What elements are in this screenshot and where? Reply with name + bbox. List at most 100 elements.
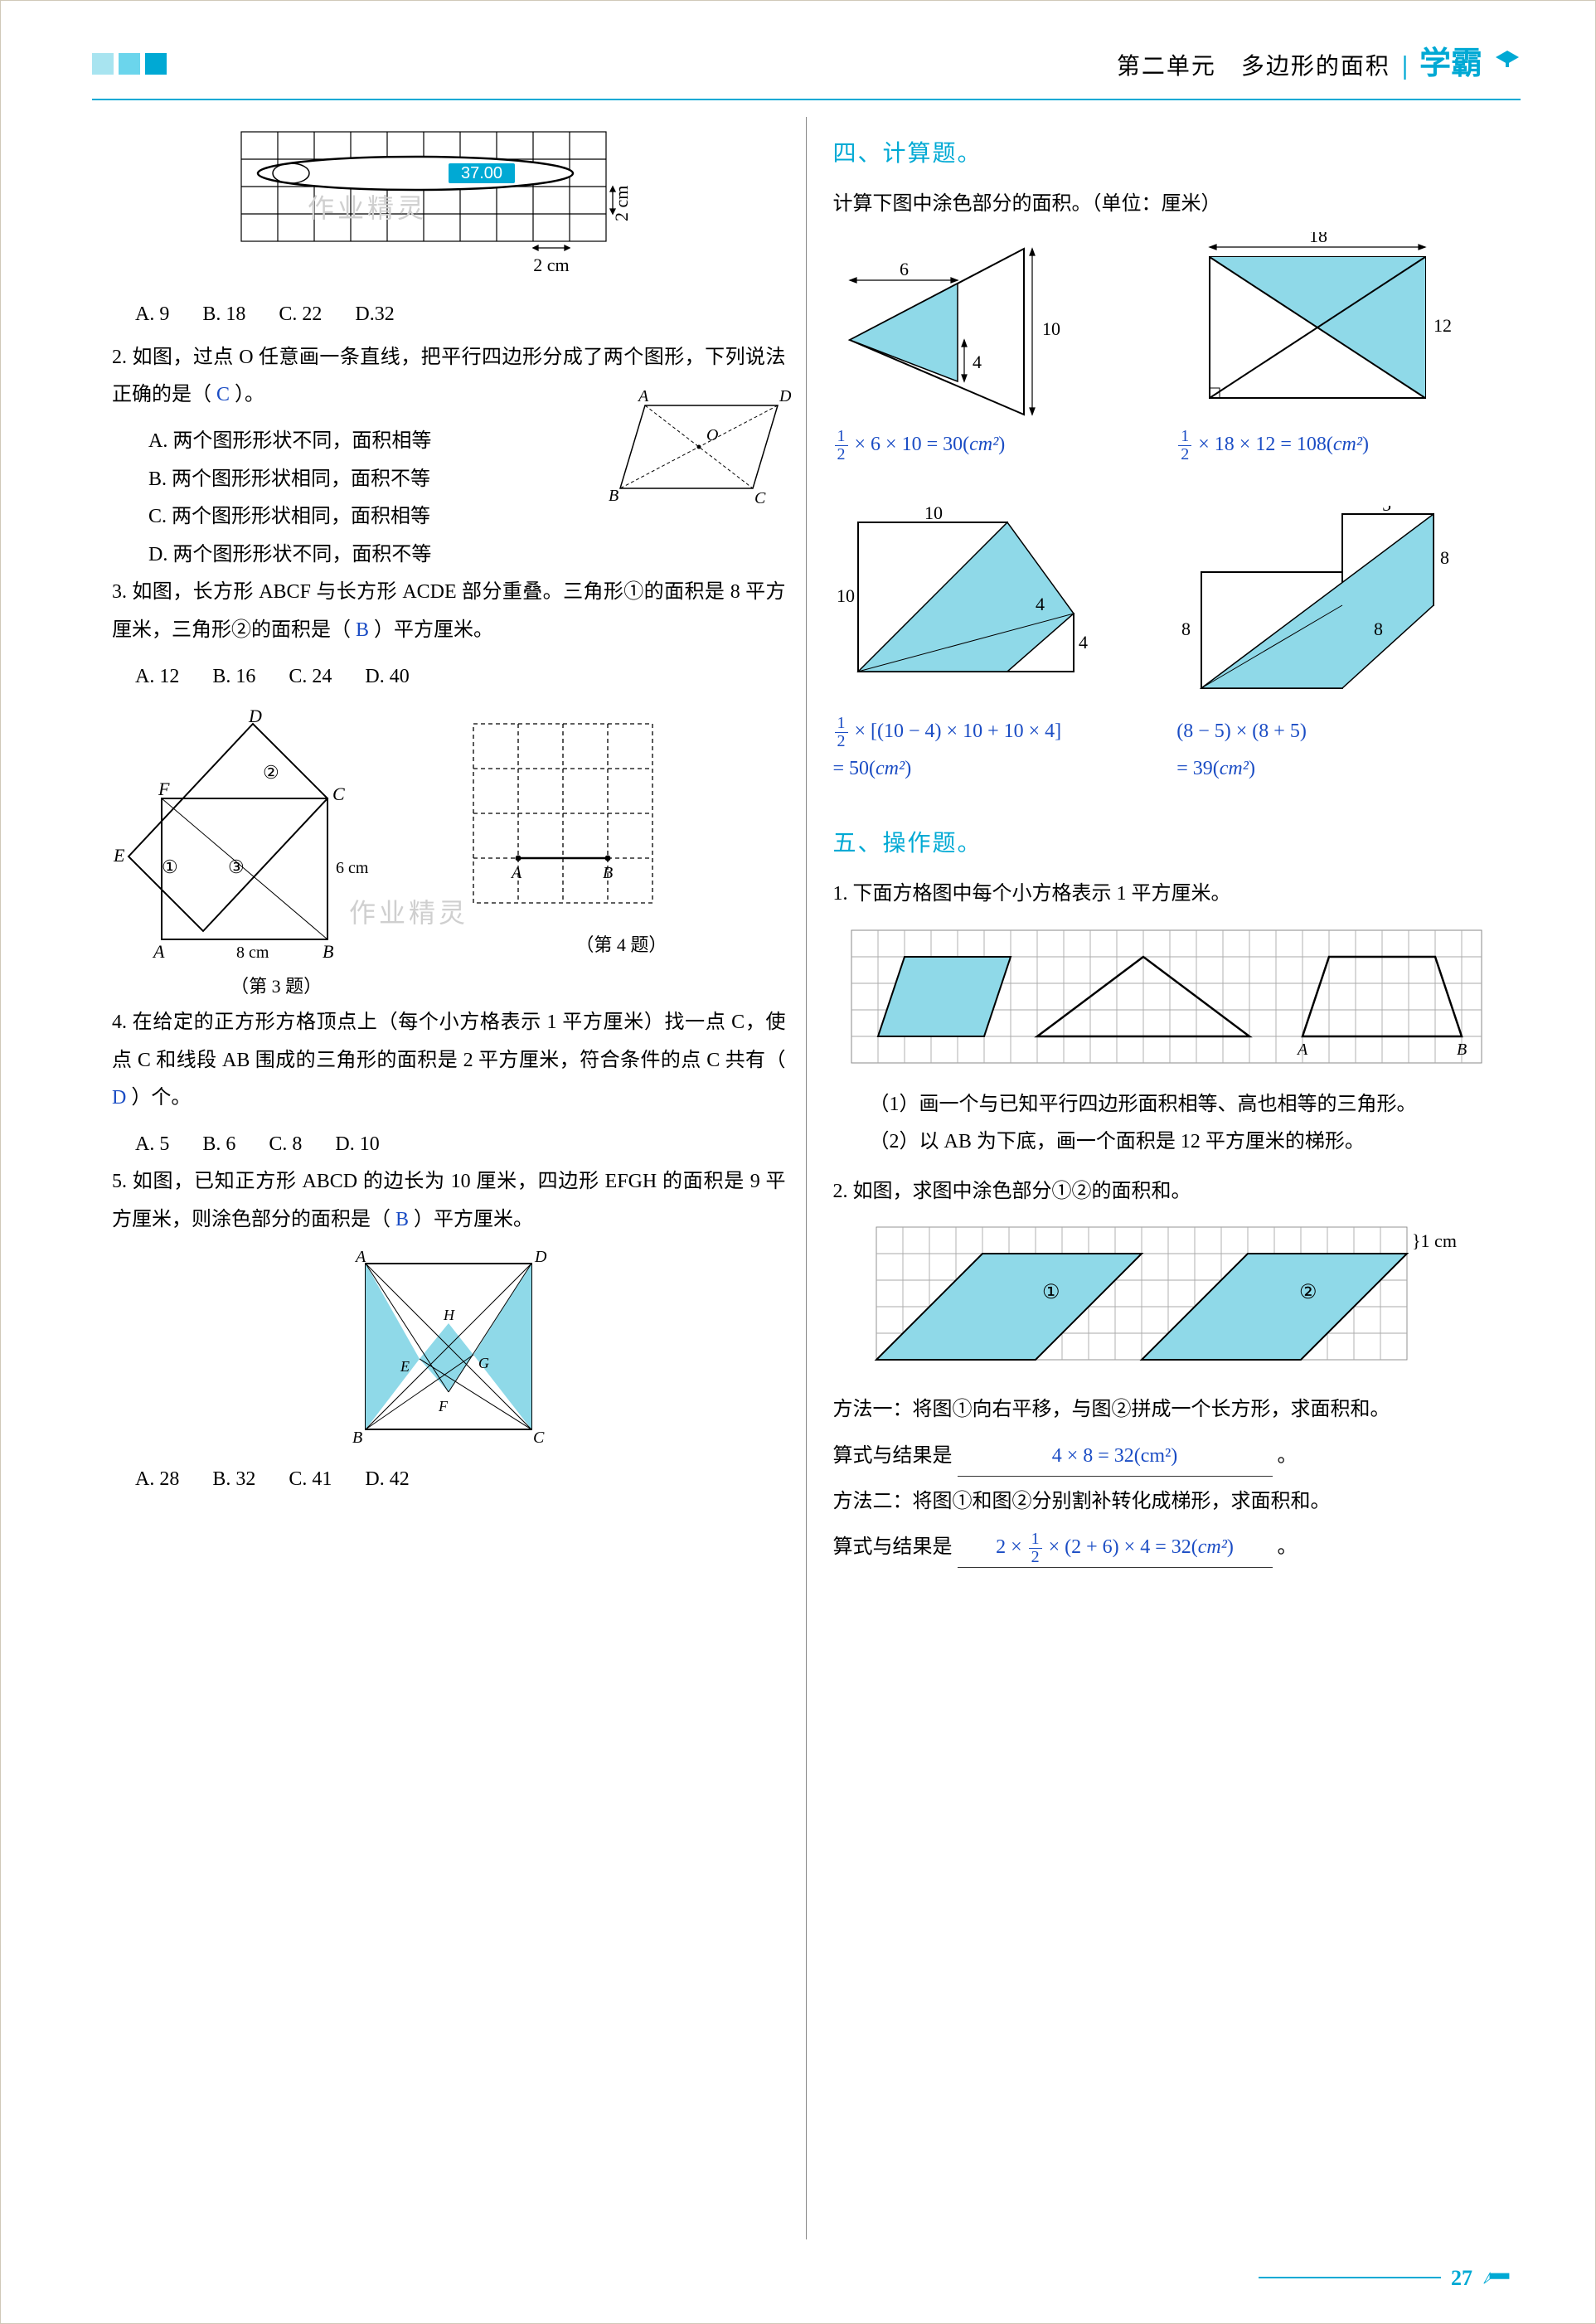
svg-text:B: B — [603, 864, 613, 882]
op1-sub1: （1）画一个与已知平行四边形面积相等、高也相等的三角形。 — [870, 1086, 1501, 1124]
svg-text:C: C — [533, 1429, 545, 1447]
q3-answer: B — [356, 619, 369, 641]
right-column: 四、计算题。 计算下图中涂色部分的面积。（单位：厘米） — [807, 117, 1521, 2239]
method2-text: 方法二：将图①和图②分别割补转化成梯形，求面积和。 — [833, 1483, 1501, 1521]
svg-text:E: E — [400, 1358, 410, 1375]
svg-text:2 cm: 2 cm — [611, 186, 632, 221]
q2-diagram: A D B C O — [604, 389, 794, 513]
left-column: 37.00 2 cm 2 cm 作业精灵 A. 9 — [92, 117, 807, 2239]
svg-text:6: 6 — [900, 259, 909, 279]
q1-options: A. 9 B. 18 C. 22 D.32 — [135, 296, 786, 334]
svg-text:②: ② — [263, 762, 279, 783]
q2-answer: C — [216, 384, 230, 405]
svg-text:4: 4 — [1036, 594, 1045, 614]
q5-figure: A D B C E F G H — [112, 1247, 786, 1454]
q5-opt-c: C. 41 — [289, 1461, 332, 1499]
q4-answer: D — [112, 1087, 126, 1109]
section4-title: 四、计算题。 — [833, 132, 1501, 176]
svg-text:A: A — [510, 864, 522, 882]
q4-caption: （第 4 题） — [457, 928, 785, 963]
op2-figure: ① ② }1 cm — [833, 1219, 1501, 1385]
q5-options: A. 28 B. 32 C. 41 D. 42 — [135, 1461, 786, 1499]
q5-opt-b: B. 32 — [212, 1461, 255, 1499]
svg-text:8: 8 — [1374, 619, 1383, 639]
svg-text:B: B — [1457, 1041, 1467, 1059]
svg-text:B: B — [323, 941, 333, 962]
svg-text:H: H — [443, 1307, 455, 1323]
q2-opt-d: D. 两个图形形状不同，面积不等 — [148, 536, 546, 575]
q3-after: ）平方厘米。 — [374, 619, 493, 641]
q2-after: ）。 — [235, 384, 264, 405]
calc-fig-3: 10 10 4 4 — [833, 506, 1148, 705]
svg-text:}1 cm: }1 cm — [1412, 1230, 1457, 1251]
q4-opt-c: C. 8 — [269, 1126, 302, 1164]
svg-text:A: A — [637, 389, 649, 405]
q3-opt-c: C. 24 — [289, 658, 332, 696]
separator: | — [1402, 40, 1408, 90]
q5-opt-d: D. 42 — [365, 1461, 409, 1499]
method2-answer-line: 算式与结果是 2 × 12 × (2 + 6) × 4 = 32(cm²) 。 — [833, 1529, 1501, 1568]
svg-text:10: 10 — [1042, 318, 1060, 339]
q2-opt-a: A. 两个图形形状不同，面积相等 — [148, 423, 546, 461]
svg-text:B: B — [352, 1429, 362, 1447]
svg-text:8 cm: 8 cm — [236, 944, 269, 962]
method2-answer: 2 × 12 × (2 + 6) × 4 = 32(cm²) — [958, 1529, 1273, 1568]
q4-opt-b: B. 6 — [202, 1126, 235, 1164]
method1-answer: 4 × 8 = 32(cm²) — [958, 1438, 1273, 1477]
calc-fig-4: 5 8 8 8 — [1176, 506, 1492, 705]
q3-opt-a: A. 12 — [135, 658, 179, 696]
section5-title: 五、操作题。 — [833, 822, 1501, 866]
q4-text: 4. 在给定的正方形方格顶点上（每个小方格表示 1 平方厘米）找一点 C，使点 … — [112, 1012, 786, 1071]
q1-opt-c: C. 22 — [279, 296, 322, 334]
svg-text:D: D — [534, 1248, 547, 1266]
svg-text:4: 4 — [973, 352, 982, 372]
svg-text:D: D — [248, 707, 262, 726]
svg-text:①: ① — [1042, 1282, 1060, 1303]
op1-grid: A B — [833, 922, 1501, 1080]
calc-sol-row-2: 12 × [(10 − 4) × 10 + 10 × 4] = 50(cm²) … — [833, 710, 1501, 788]
svg-text:F: F — [438, 1398, 449, 1414]
q4: 4. 在给定的正方形方格顶点上（每个小方格表示 1 平方厘米）找一点 C，使点 … — [112, 1004, 786, 1118]
q2-opt-c: C. 两个图形形状相同，面积相等 — [148, 498, 546, 536]
svg-text:③: ③ — [228, 856, 245, 877]
op2-intro: 2. 如图，求图中涂色部分①②的面积和。 — [833, 1173, 1501, 1211]
q2-opt-b: B. 两个图形形状相同，面积不等 — [148, 461, 546, 499]
q3-opt-b: B. 16 — [212, 658, 255, 696]
q3-options: A. 12 B. 16 C. 24 D. 40 — [135, 658, 786, 696]
calc-sol-2: 12 × 18 × 12 = 108(cm²) — [1176, 426, 1501, 464]
svg-text:A: A — [354, 1248, 366, 1266]
svg-text:6 cm: 6 cm — [336, 859, 369, 877]
fig-thermometer-grid: 37.00 2 cm 2 cm — [112, 124, 786, 289]
svg-text:10: 10 — [837, 585, 855, 606]
q4-figure: A B （第 4 题） — [457, 707, 785, 1004]
q1-opt-b: B. 18 — [202, 296, 245, 334]
svg-text:O: O — [706, 426, 718, 444]
brand-label: 学霸 — [1419, 34, 1482, 94]
svg-text:①: ① — [162, 856, 178, 877]
svg-text:②: ② — [1299, 1282, 1317, 1303]
calc-row-1: 6 10 4 12 × 6 × 10 = 30(cm²) — [833, 232, 1501, 464]
svg-text:2 cm: 2 cm — [534, 255, 570, 275]
unit-title: 第二单元 多边形的面积 — [1117, 45, 1390, 89]
svg-text:37.00: 37.00 — [461, 164, 502, 182]
calc-row-2: 10 10 4 4 5 8 8 8 — [833, 506, 1501, 705]
grad-cap-icon — [1494, 49, 1521, 72]
svg-text:E: E — [113, 845, 125, 866]
svg-text:A: A — [152, 941, 165, 962]
q5-opt-a: A. 28 — [135, 1461, 179, 1499]
svg-text:F: F — [158, 779, 170, 799]
svg-text:18: 18 — [1309, 232, 1327, 246]
op1-intro: 1. 下面方格图中每个小方格表示 1 平方厘米。 — [833, 876, 1501, 914]
svg-text:10: 10 — [924, 506, 943, 523]
q1-opt-d: D.32 — [355, 296, 394, 334]
q4-after: ）个。 — [131, 1087, 191, 1109]
q2: 2. 如图，过点 O 任意画一条直线，把平行四边形分成了两个图形，下列说法正确的… — [112, 339, 786, 415]
method1-text: 方法一：将图①向右平移，与图②拼成一个长方形，求面积和。 — [833, 1391, 1501, 1429]
page-number: 27 — [1259, 2258, 1512, 2298]
page-header: 第二单元 多边形的面积 | 学霸 — [92, 34, 1521, 100]
q3: 3. 如图，长方形 ABCF 与长方形 ACDE 部分重叠。三角形①的面积是 8… — [112, 574, 786, 649]
svg-text:8: 8 — [1440, 547, 1449, 568]
q3-caption: （第 3 题） — [112, 969, 440, 1004]
q4-opt-a: A. 5 — [135, 1126, 169, 1164]
svg-text:B: B — [609, 487, 619, 505]
